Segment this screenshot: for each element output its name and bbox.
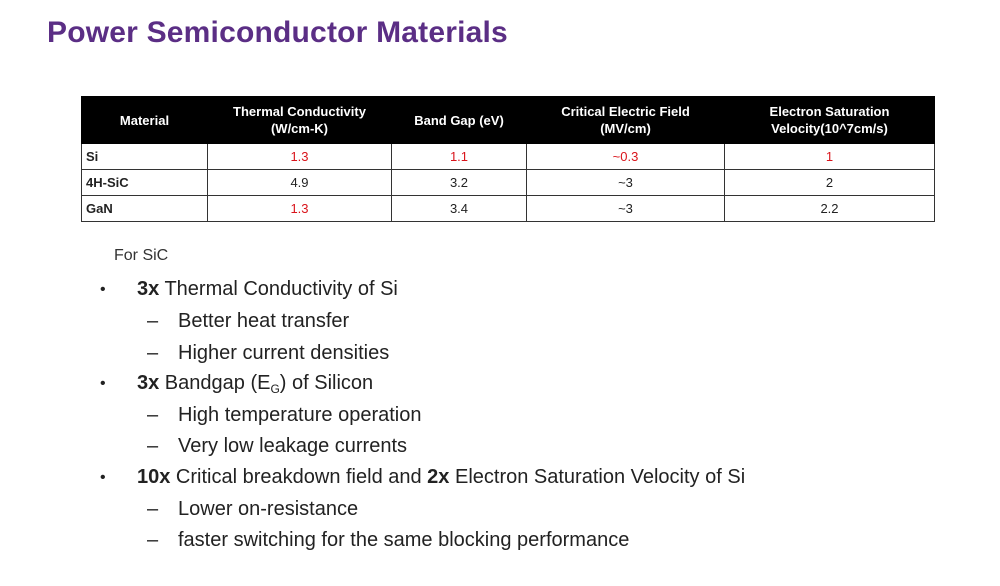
header-thermal-conductivity: Thermal Conductivity (W/cm-K) — [207, 96, 392, 144]
dash-icon: – — [147, 498, 159, 520]
cell-value: 2.2 — [724, 195, 935, 222]
sub-bullet-item: Lower on-resistance — [178, 498, 359, 520]
cell-value: 3.4 — [391, 195, 527, 222]
bullet-item: 3x Bandgap (EG) of Silicon — [137, 372, 373, 396]
emphasis: 10x — [137, 466, 171, 488]
cell-value: 1.3 — [207, 195, 392, 222]
cell-value: ~3 — [526, 195, 725, 222]
header-critical-field: Critical Electric Field (MV/cm) — [526, 96, 725, 144]
header-saturation-velocity: Electron Saturation Velocity(10^7cm/s) — [724, 96, 935, 144]
sub-bullet-item: Very low leakage currents — [178, 435, 408, 457]
bullet-text: Bandgap (E — [159, 372, 271, 394]
section-subtitle: For SiC — [114, 247, 169, 264]
sub-bullet-item: faster switching for the same blocking p… — [178, 529, 630, 551]
cell-value: 4.9 — [207, 169, 392, 196]
bullet-icon: • — [100, 375, 106, 392]
table-row: GaN 1.3 3.4 ~3 2.2 — [81, 195, 935, 222]
cell-value: ~0.3 — [526, 143, 725, 170]
emphasis: 2x — [427, 466, 450, 488]
bullet-item: 3x Thermal Conductivity of Si — [137, 278, 398, 301]
table-row: Si 1.3 1.1 ~0.3 1 — [81, 143, 935, 170]
dash-icon: – — [147, 342, 159, 364]
cell-value: 1 — [724, 143, 935, 170]
bullet-text: ) of Silicon — [279, 372, 374, 394]
dash-icon: – — [147, 404, 159, 426]
dash-icon: – — [147, 435, 159, 457]
cell-value: ~3 — [526, 169, 725, 196]
bullet-text: Thermal Conductivity of Si — [159, 278, 398, 300]
emphasis: 3x — [137, 372, 160, 394]
row-label-gan: GaN — [81, 195, 208, 222]
sub-bullet-item: Better heat transfer — [178, 310, 350, 332]
header-material: Material — [81, 96, 208, 144]
cell-value: 1.1 — [391, 143, 527, 170]
bullet-text: Critical breakdown field and — [170, 466, 428, 488]
subscript: G — [270, 382, 280, 396]
page-title: Power Semiconductor Materials — [47, 16, 508, 49]
emphasis: 3x — [137, 278, 160, 300]
table-header-row: Material Thermal Conductivity (W/cm-K) B… — [81, 96, 935, 144]
row-label-si: Si — [81, 143, 208, 170]
header-band-gap: Band Gap (eV) — [391, 96, 527, 144]
cell-value: 1.3 — [207, 143, 392, 170]
bullet-icon: • — [100, 469, 106, 486]
sub-bullet-item: Higher current densities — [178, 342, 390, 364]
dash-icon: – — [147, 529, 159, 551]
sub-bullet-item: High temperature operation — [178, 404, 422, 426]
bullet-icon: • — [100, 281, 106, 298]
cell-value: 3.2 — [391, 169, 527, 196]
materials-table: Material Thermal Conductivity (W/cm-K) B… — [81, 96, 935, 222]
row-label-4h-sic: 4H-SiC — [81, 169, 208, 196]
bullet-text: Electron Saturation Velocity of Si — [449, 466, 746, 488]
dash-icon: – — [147, 310, 159, 332]
table-row: 4H-SiC 4.9 3.2 ~3 2 — [81, 169, 935, 196]
cell-value: 2 — [724, 169, 935, 196]
bullet-item: 10x Critical breakdown field and 2x Elec… — [137, 466, 745, 489]
